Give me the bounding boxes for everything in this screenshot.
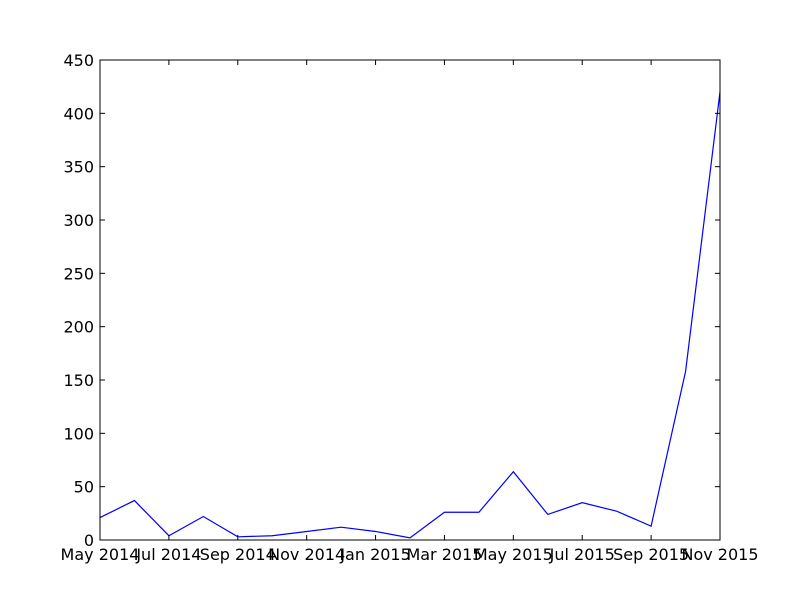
x-tick-label: Jan 2015 bbox=[339, 545, 410, 564]
y-tick-label: 50 bbox=[74, 478, 94, 497]
axes-layer bbox=[99, 59, 721, 541]
plot-background bbox=[100, 60, 720, 540]
x-tick-label: Jul 2014 bbox=[135, 545, 201, 564]
x-tick-label: Sep 2014 bbox=[200, 545, 276, 564]
x-tick-label: Nov 2015 bbox=[681, 545, 758, 564]
y-tick-label: 450 bbox=[63, 51, 94, 70]
x-tick-label: Nov 2014 bbox=[268, 545, 345, 564]
y-tick-label: 200 bbox=[63, 318, 94, 337]
x-tick-label: Jul 2015 bbox=[549, 545, 615, 564]
y-tick-label: 400 bbox=[63, 104, 94, 123]
y-tick-label: 150 bbox=[63, 371, 94, 390]
y-tick-label: 0 bbox=[84, 531, 94, 550]
y-tick-label: 350 bbox=[63, 158, 94, 177]
plot-area bbox=[100, 60, 720, 540]
axes-frame bbox=[99, 59, 721, 541]
x-tick-label: May 2014 bbox=[61, 545, 140, 564]
y-axis: 0 50 100 150 200 250 300 350 400 450 bbox=[63, 51, 720, 550]
x-tick-label: May 2015 bbox=[474, 545, 553, 564]
y-tick-label: 100 bbox=[63, 424, 94, 443]
series-line-0 bbox=[99, 91, 721, 539]
y-tick-label: 300 bbox=[63, 211, 94, 230]
y-tick-label: 250 bbox=[63, 264, 94, 283]
x-tick-label: Mar 2015 bbox=[406, 545, 482, 564]
x-tick-label: Sep 2015 bbox=[613, 545, 689, 564]
series-layer bbox=[99, 91, 721, 539]
